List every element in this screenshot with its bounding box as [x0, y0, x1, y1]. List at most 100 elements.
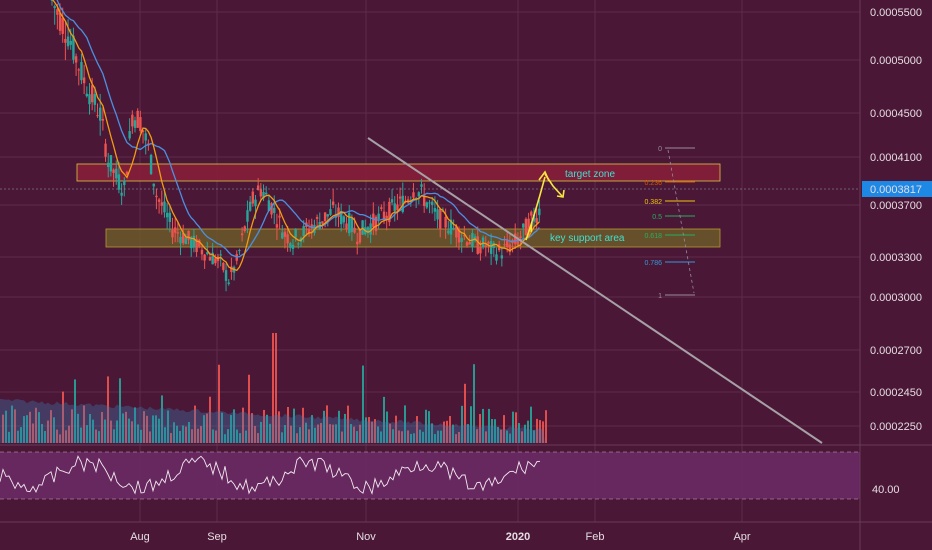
target-zone-rect — [76, 163, 721, 182]
candle-body — [128, 131, 131, 139]
candle-body — [152, 183, 155, 187]
rsi-axis-label: 40.00 — [872, 484, 900, 496]
volume-bar — [425, 409, 427, 443]
volume-bar — [98, 431, 100, 443]
volume-bar — [92, 419, 94, 443]
candle-body — [345, 223, 348, 230]
volume-bar — [527, 420, 529, 443]
volume-bar — [239, 433, 241, 443]
fib-level-label: 0.5 — [652, 214, 662, 221]
candle-body — [56, 9, 59, 15]
candle-body — [479, 247, 482, 254]
volume-bar — [359, 424, 361, 443]
time-tick-label: Nov — [356, 531, 376, 543]
volume-bar — [428, 411, 430, 443]
candle-body — [331, 201, 335, 206]
candle-body — [495, 254, 498, 261]
candle-body — [50, 0, 54, 1]
candle-body — [149, 154, 153, 175]
fib-retracement-tool[interactable]: 0 0.236 0.382 0.5 0.618 0.786 1 — [644, 146, 695, 300]
volume-bar — [521, 431, 523, 443]
candle-body — [136, 110, 139, 128]
candle-body — [240, 233, 244, 236]
candle-body — [64, 38, 67, 43]
volume-bar — [503, 415, 505, 443]
candle-body — [377, 213, 380, 219]
volume-bar — [404, 405, 406, 443]
volume-bar — [506, 430, 508, 443]
candle-body — [251, 191, 255, 204]
volume-bar — [356, 431, 358, 443]
price-tick-label: 0.0004500 — [870, 108, 922, 120]
volume-bar — [68, 425, 70, 443]
volume-bar — [314, 427, 316, 443]
candle-body — [195, 239, 198, 253]
volume-bar — [335, 424, 337, 443]
candle-body — [297, 243, 300, 245]
volume-bar — [203, 415, 205, 443]
candle-body — [157, 199, 161, 202]
volume-bar — [512, 411, 514, 443]
volume-bar — [332, 424, 334, 443]
volume-bar — [263, 409, 265, 443]
volume-bar — [449, 416, 451, 443]
candle-body — [307, 229, 311, 234]
volume-bar — [221, 412, 223, 443]
candle-body — [519, 236, 522, 239]
candle-body — [468, 242, 471, 245]
volume-bar — [518, 423, 520, 443]
volume-bar — [44, 430, 46, 443]
candle-body — [524, 218, 528, 236]
candle-body — [393, 203, 396, 212]
rsi-band — [0, 452, 860, 499]
candle-body — [532, 214, 536, 222]
volume-bar — [134, 407, 136, 443]
volume-bar — [173, 422, 175, 443]
candle-body — [72, 35, 75, 60]
candle-body — [224, 270, 228, 281]
volume-bar — [317, 424, 319, 443]
candle-body — [214, 258, 217, 264]
volume-bar — [383, 396, 385, 443]
volume-bar — [305, 422, 307, 443]
volume-bar — [377, 426, 379, 443]
candle-body — [484, 245, 487, 248]
volume-bar — [374, 419, 376, 443]
candle-body — [522, 223, 525, 228]
descending-trendline[interactable] — [367, 137, 823, 444]
candle-body — [278, 215, 281, 218]
candle-body — [230, 266, 233, 273]
volume-bar — [80, 427, 82, 443]
volume-bar — [299, 427, 301, 443]
candle-body — [254, 199, 257, 207]
candle-body — [61, 18, 64, 34]
volume-bar — [128, 418, 130, 443]
volume-bar — [77, 413, 79, 443]
volume-bar — [365, 417, 367, 443]
candle-body — [530, 211, 533, 216]
volume-bar — [311, 415, 313, 443]
volume-bar — [197, 428, 199, 443]
volume-bar — [152, 415, 154, 443]
candle-body — [302, 225, 305, 237]
candle-body — [93, 94, 97, 105]
price-axis: 0.0005500 0.0005000 0.0004500 0.0004100 0.00… — [870, 7, 922, 433]
price-tick-label: 0.0005000 — [870, 55, 922, 67]
candle-body — [412, 192, 415, 198]
candle-body — [422, 195, 426, 206]
price-tick-label: 0.0003700 — [870, 200, 922, 212]
candle-body — [203, 254, 206, 261]
candle-body — [457, 228, 461, 243]
volume-bar — [419, 429, 421, 443]
volume-bar — [191, 429, 193, 443]
volume-bar — [107, 376, 109, 443]
volume-bar — [485, 431, 487, 443]
volume-bar — [65, 430, 67, 443]
ma-fast-line — [52, 0, 540, 272]
candle-body — [187, 230, 190, 240]
candle-body — [353, 227, 356, 233]
candle-body — [141, 130, 145, 132]
volume-average-area — [0, 398, 545, 443]
candle-body — [315, 217, 319, 219]
